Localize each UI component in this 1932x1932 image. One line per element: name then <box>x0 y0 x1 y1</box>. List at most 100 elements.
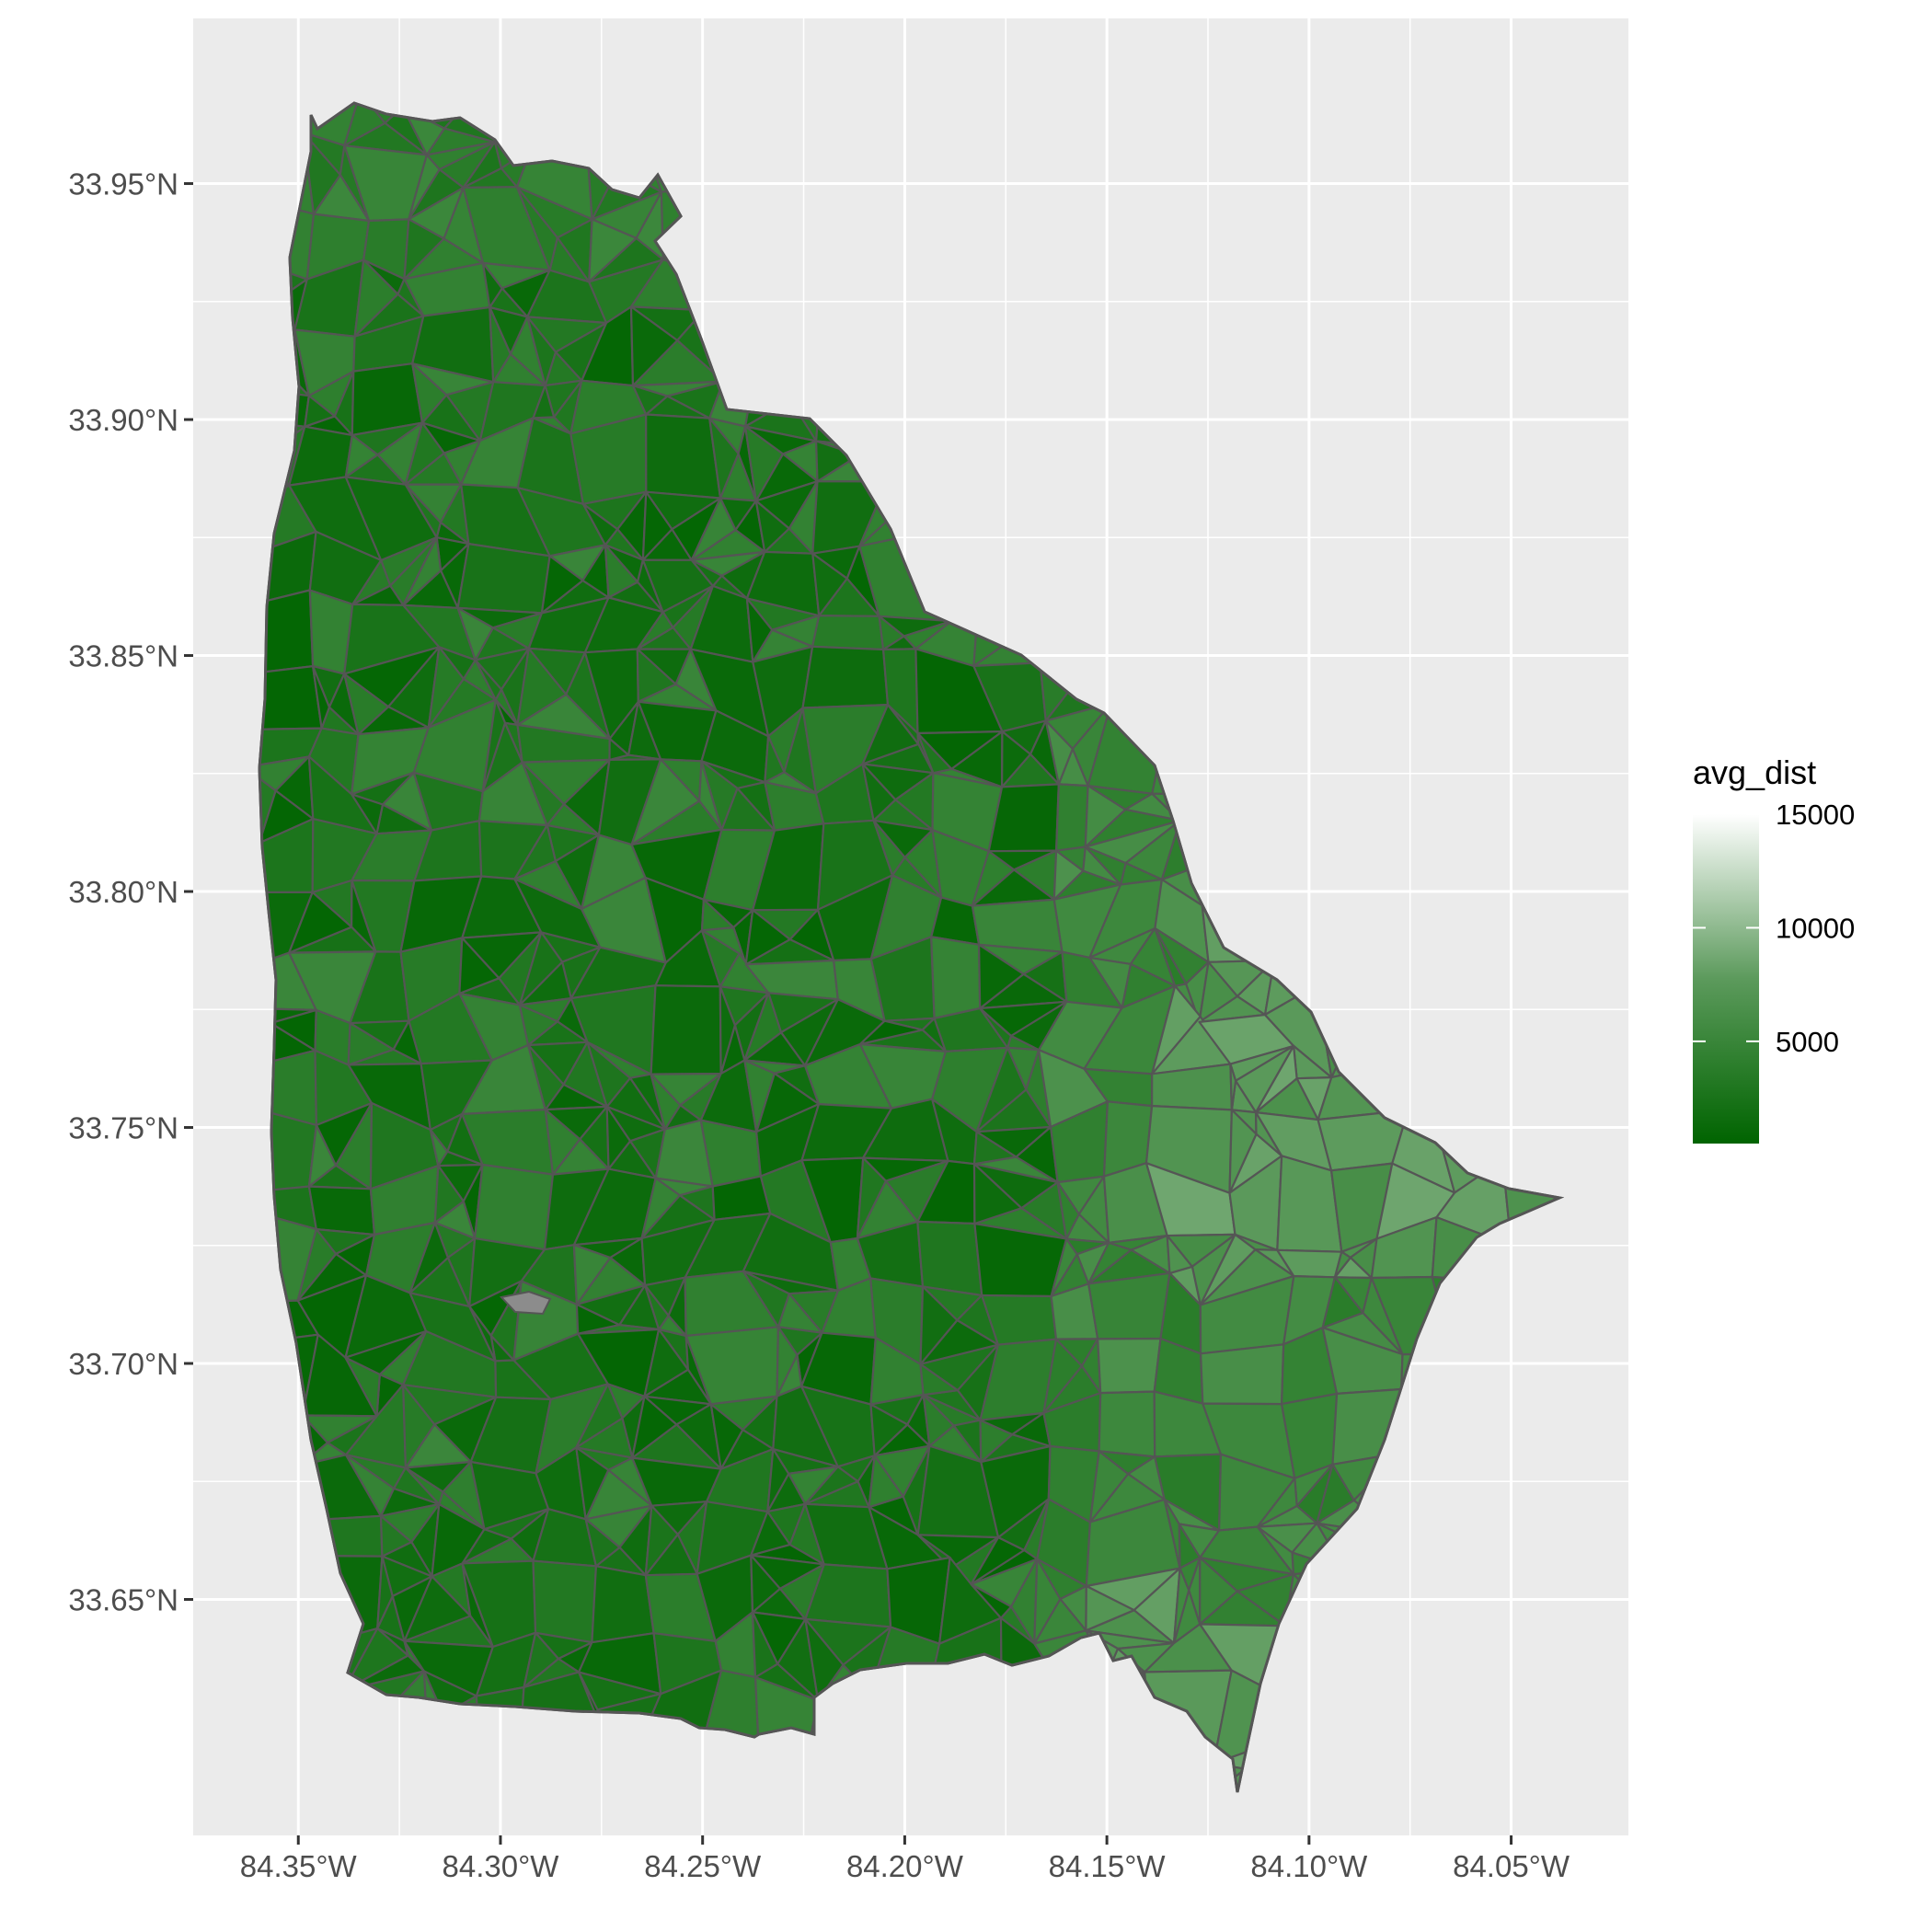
x-tick-label: 84.25°W <box>644 1849 762 1883</box>
tract-polygon <box>709 1403 744 1470</box>
tract-polygon <box>1088 1450 1130 1524</box>
tract-polygon <box>922 1394 955 1447</box>
x-tick-label: 84.30°W <box>443 1849 560 1883</box>
tract-polygon <box>403 1575 472 1642</box>
tract-polygon <box>1052 849 1085 901</box>
tract-polygon <box>347 1022 395 1066</box>
tract-polygon <box>1629 259 1658 316</box>
tract-polygon <box>750 1554 781 1614</box>
tract-polygon <box>521 761 566 827</box>
tract-polygon <box>608 737 630 761</box>
tract-polygon <box>650 984 722 1075</box>
tract-polygon <box>1645 1230 1692 1298</box>
tract-polygon <box>575 1446 610 1521</box>
tract-polygon <box>719 985 736 1075</box>
tract-polygon <box>516 647 568 726</box>
tract-polygon <box>631 385 669 416</box>
tract-polygon <box>575 1383 624 1449</box>
tract-polygon <box>979 1006 1013 1049</box>
tract-polygon <box>690 497 737 561</box>
tract-polygon <box>526 316 558 387</box>
tract-polygon <box>868 1455 904 1509</box>
tract-polygon <box>1050 1237 1078 1298</box>
tract-polygon <box>586 1041 631 1108</box>
tract-polygon <box>523 1631 560 1689</box>
tract-polygon <box>1151 984 1202 1075</box>
tract-polygon <box>972 1131 1018 1166</box>
tract-polygon <box>379 1514 413 1558</box>
tract-polygon <box>312 665 330 730</box>
tract-polygon <box>344 1356 381 1418</box>
tract-polygon <box>754 500 790 553</box>
tract-polygon <box>1637 1345 1661 1424</box>
tract-polygon <box>518 931 564 1006</box>
tract-polygon <box>919 1285 959 1365</box>
x-tick-label: 84.10°W <box>1250 1849 1368 1883</box>
tract-polygon <box>1087 1271 1171 1340</box>
tract-polygon <box>427 646 465 729</box>
tract-polygon <box>919 1363 959 1397</box>
tract-polygon <box>1648 529 1686 615</box>
tract-polygon <box>1255 1044 1298 1114</box>
tract-polygon <box>751 1611 779 1679</box>
tract-polygon <box>304 395 336 428</box>
tract-polygon <box>636 611 674 650</box>
x-tick-label: 84.05°W <box>1453 1849 1570 1883</box>
tract-polygon <box>1629 1797 1688 1842</box>
tract-polygon <box>972 1163 1023 1225</box>
tract-polygon <box>1633 1645 1665 1687</box>
legend-title: avg_dist <box>1693 753 1816 791</box>
tract-polygon <box>872 819 906 877</box>
tract-polygon <box>743 1059 776 1133</box>
tract-polygon <box>518 1004 558 1047</box>
tract-polygon <box>1333 1250 1351 1279</box>
y-tick-label: 33.90°N <box>68 403 178 437</box>
tract-polygon <box>468 1305 497 1363</box>
legend: avg_dist 15000 10000 5000 <box>1693 753 1855 1144</box>
x-tick-label: 84.15°W <box>1049 1849 1167 1883</box>
tract-polygon <box>351 793 385 835</box>
y-tick-label: 33.85°N <box>68 639 178 673</box>
tract-polygon <box>1200 1343 1285 1406</box>
tract-polygon <box>296 1228 338 1302</box>
tract-polygon <box>745 597 774 663</box>
tract-polygon <box>527 1043 565 1111</box>
tract-polygon <box>1618 1052 1690 1093</box>
tract-polygon <box>1618 1014 1692 1070</box>
tract-polygon <box>1199 1557 1238 1626</box>
tract-polygon <box>1620 597 1687 677</box>
tract-polygon <box>343 673 390 736</box>
y-tick-label: 33.75°N <box>68 1111 178 1145</box>
tract-polygon <box>916 1220 983 1297</box>
tract-polygon <box>474 1163 555 1251</box>
tract-polygon <box>1652 1423 1674 1452</box>
tract-polygon <box>690 558 723 587</box>
tract-polygon <box>302 132 341 215</box>
tract-polygon <box>1088 956 1133 1009</box>
tract-polygon <box>588 218 638 283</box>
tract-polygon <box>481 698 507 793</box>
x-tick-label: 84.35°W <box>240 1849 358 1883</box>
tract-polygon <box>742 1270 790 1328</box>
tract-polygon <box>605 1105 632 1170</box>
legend-break-label: 15000 <box>1776 799 1855 831</box>
tract-polygon <box>572 1244 612 1305</box>
tract-polygon <box>643 1328 689 1397</box>
tract-polygon <box>1643 1645 1691 1687</box>
tract-polygon <box>631 1395 678 1459</box>
tract-polygon <box>979 1419 1014 1464</box>
tract-polygon <box>644 1284 670 1331</box>
tract-polygon <box>743 992 783 1062</box>
tract-polygon <box>584 1518 621 1568</box>
tract-polygon <box>481 261 503 309</box>
tract-polygon <box>869 1403 909 1457</box>
tract-polygon <box>575 1303 621 1335</box>
tract-polygon <box>404 1466 444 1506</box>
tract-polygon <box>1256 1525 1294 1576</box>
tract-polygon <box>708 417 740 500</box>
tract-polygon <box>856 1156 887 1240</box>
tract-polygon <box>544 1109 581 1176</box>
tract-polygon <box>1629 140 1690 211</box>
tract-polygon <box>458 937 500 995</box>
